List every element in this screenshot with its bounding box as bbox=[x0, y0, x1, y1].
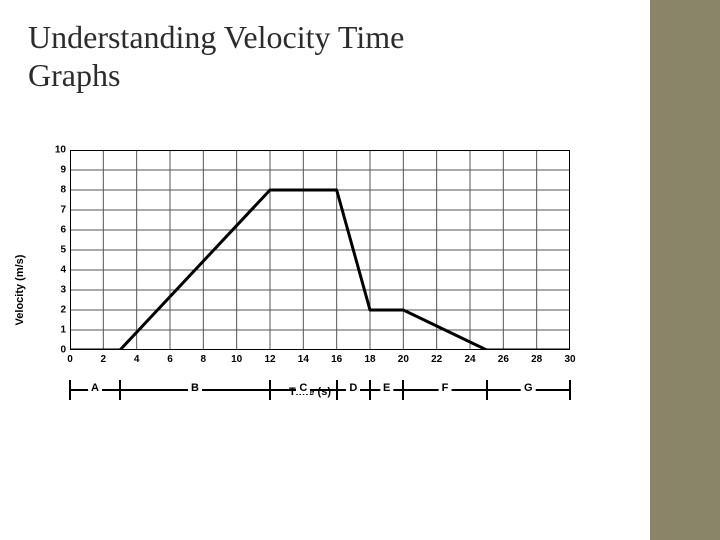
segment-label: A bbox=[88, 382, 102, 394]
x-tick: 22 bbox=[431, 354, 442, 365]
y-tick: 8 bbox=[54, 185, 66, 196]
y-tick: 3 bbox=[54, 285, 66, 296]
y-tick: 4 bbox=[54, 265, 66, 276]
x-tick: 8 bbox=[201, 354, 207, 365]
y-tick: 5 bbox=[54, 245, 66, 256]
x-tick: 20 bbox=[398, 354, 409, 365]
y-tick: 6 bbox=[54, 225, 66, 236]
segment-bar: A B C D E F G bbox=[70, 380, 570, 400]
x-tick: 14 bbox=[298, 354, 309, 365]
plot-area bbox=[70, 150, 570, 350]
x-tick: 4 bbox=[134, 354, 140, 365]
x-tick: 28 bbox=[531, 354, 542, 365]
x-tick: 26 bbox=[498, 354, 509, 365]
x-tick: 16 bbox=[331, 354, 342, 365]
velocity-time-chart: Velocity (m/s) Time (s) ABCDEFG 01234567… bbox=[30, 150, 590, 430]
y-tick: 1 bbox=[54, 325, 66, 336]
segment-label: F bbox=[439, 382, 452, 394]
y-axis-label: Velocity (m/s) bbox=[14, 255, 26, 326]
x-tick: 18 bbox=[364, 354, 375, 365]
segment-label: C bbox=[296, 382, 310, 394]
x-tick: 0 bbox=[67, 354, 73, 365]
x-tick: 12 bbox=[264, 354, 275, 365]
chart-svg bbox=[70, 150, 570, 350]
y-tick: 7 bbox=[54, 205, 66, 216]
x-tick: 24 bbox=[464, 354, 475, 365]
x-tick: 6 bbox=[167, 354, 173, 365]
segment-label: D bbox=[346, 382, 360, 394]
y-tick: 2 bbox=[54, 305, 66, 316]
segment-label: E bbox=[380, 382, 393, 394]
segment-label: B bbox=[188, 382, 202, 394]
x-tick: 2 bbox=[101, 354, 107, 365]
y-tick: 9 bbox=[54, 165, 66, 176]
page-title: Understanding Velocity TimeGraphs bbox=[28, 18, 404, 95]
right-sidebar bbox=[650, 0, 720, 540]
y-tick: 10 bbox=[54, 145, 66, 156]
x-tick: 30 bbox=[564, 354, 575, 365]
segment-label: G bbox=[521, 382, 536, 394]
y-tick: 0 bbox=[54, 345, 66, 356]
x-tick: 10 bbox=[231, 354, 242, 365]
